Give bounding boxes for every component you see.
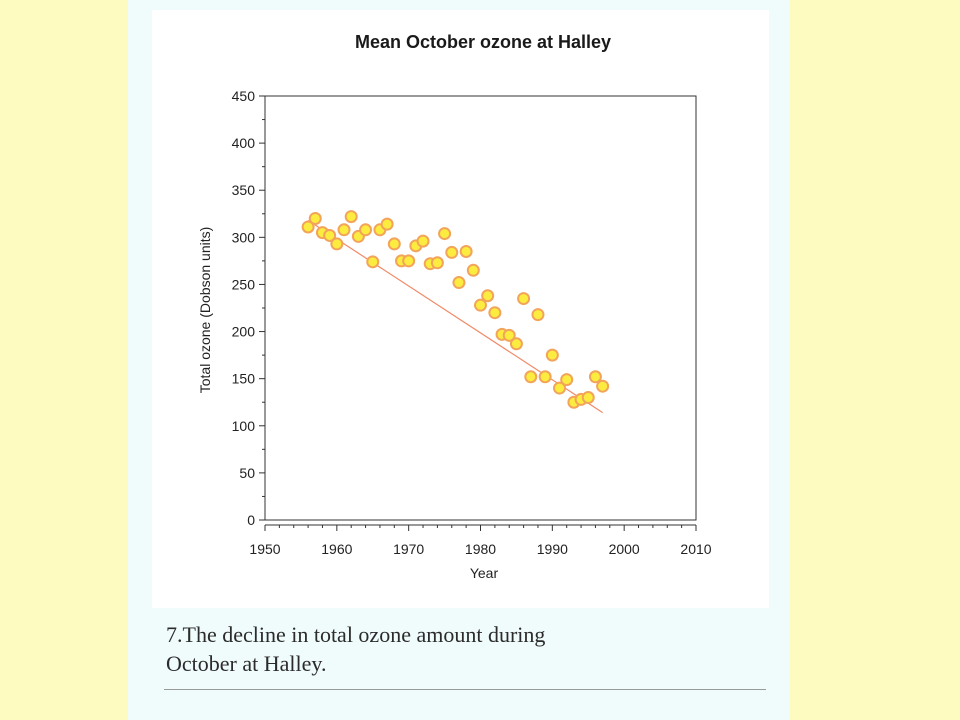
- data-point: [366, 255, 380, 269]
- data-point: [488, 306, 502, 320]
- y-tick-label: 400: [232, 135, 256, 151]
- data-point: [402, 254, 416, 268]
- data-point: [509, 337, 523, 351]
- slide-caption: 7.The decline in total ozone amount duri…: [166, 620, 766, 678]
- data-point: [517, 292, 531, 306]
- trend-line-layer: [307, 219, 603, 414]
- data-point: [474, 298, 487, 312]
- chart-axes: 0 50 100 150 200 250 300 350 400 450 1950 1960 1970 1…: [232, 88, 712, 557]
- data-points-layer: [301, 210, 610, 409]
- x-tick-label: 1950: [249, 541, 280, 557]
- x-tick-label: 1990: [537, 541, 568, 557]
- x-tick-label: 1970: [393, 541, 424, 557]
- data-point: [553, 381, 567, 395]
- data-point: [466, 263, 480, 277]
- data-point: [560, 373, 574, 387]
- data-point: [545, 348, 559, 362]
- data-point: [308, 211, 322, 225]
- data-point: [344, 210, 358, 224]
- y-tick-label: 100: [232, 418, 256, 434]
- y-tick-label: 150: [232, 371, 256, 387]
- data-point: [502, 328, 516, 342]
- data-point: [387, 237, 401, 251]
- data-point: [337, 223, 351, 237]
- caption-line-1: 7.The decline in total ozone amount duri…: [166, 622, 546, 647]
- data-point: [596, 379, 610, 393]
- data-point: [531, 308, 545, 322]
- y-tick-label: 0: [247, 512, 255, 528]
- y-tick-label: 200: [232, 324, 256, 340]
- data-point: [538, 370, 552, 384]
- data-point: [323, 228, 337, 242]
- data-point: [330, 237, 344, 251]
- chart-title: Mean October ozone at Halley: [355, 32, 611, 52]
- data-point: [301, 220, 315, 234]
- x-tick-label: 2000: [609, 541, 640, 557]
- data-point: [524, 370, 538, 384]
- data-point: [430, 256, 444, 270]
- data-point: [588, 370, 602, 384]
- ozone-scatter-chart: Mean October ozone at Halley 0 50 100 150 20…: [197, 32, 712, 581]
- y-tick-label: 450: [232, 88, 256, 104]
- x-tick-label: 2010: [680, 541, 711, 557]
- data-point: [481, 289, 495, 303]
- chart-panel: Mean October ozone at Halley 0 50 100 150 20…: [152, 10, 769, 608]
- data-point: [380, 217, 394, 231]
- y-tick-label: 300: [232, 229, 256, 245]
- y-tick-label: 350: [232, 182, 256, 198]
- caption-line-2: October at Halley.: [166, 651, 327, 676]
- data-point: [359, 223, 373, 237]
- data-point: [445, 245, 459, 259]
- data-point: [438, 227, 452, 241]
- data-point: [581, 391, 595, 405]
- x-tick-label: 1960: [321, 541, 352, 557]
- y-axis-title: Total ozone (Dobson units): [197, 227, 213, 394]
- x-tick-label: 1980: [465, 541, 496, 557]
- data-point: [416, 234, 430, 248]
- trend-line: [307, 219, 603, 414]
- data-point: [452, 276, 466, 290]
- y-tick-label: 250: [232, 276, 256, 292]
- x-axis-title: Year: [470, 565, 499, 581]
- caption-divider: [164, 689, 766, 690]
- data-point: [459, 244, 473, 258]
- y-tick-label: 50: [239, 465, 255, 481]
